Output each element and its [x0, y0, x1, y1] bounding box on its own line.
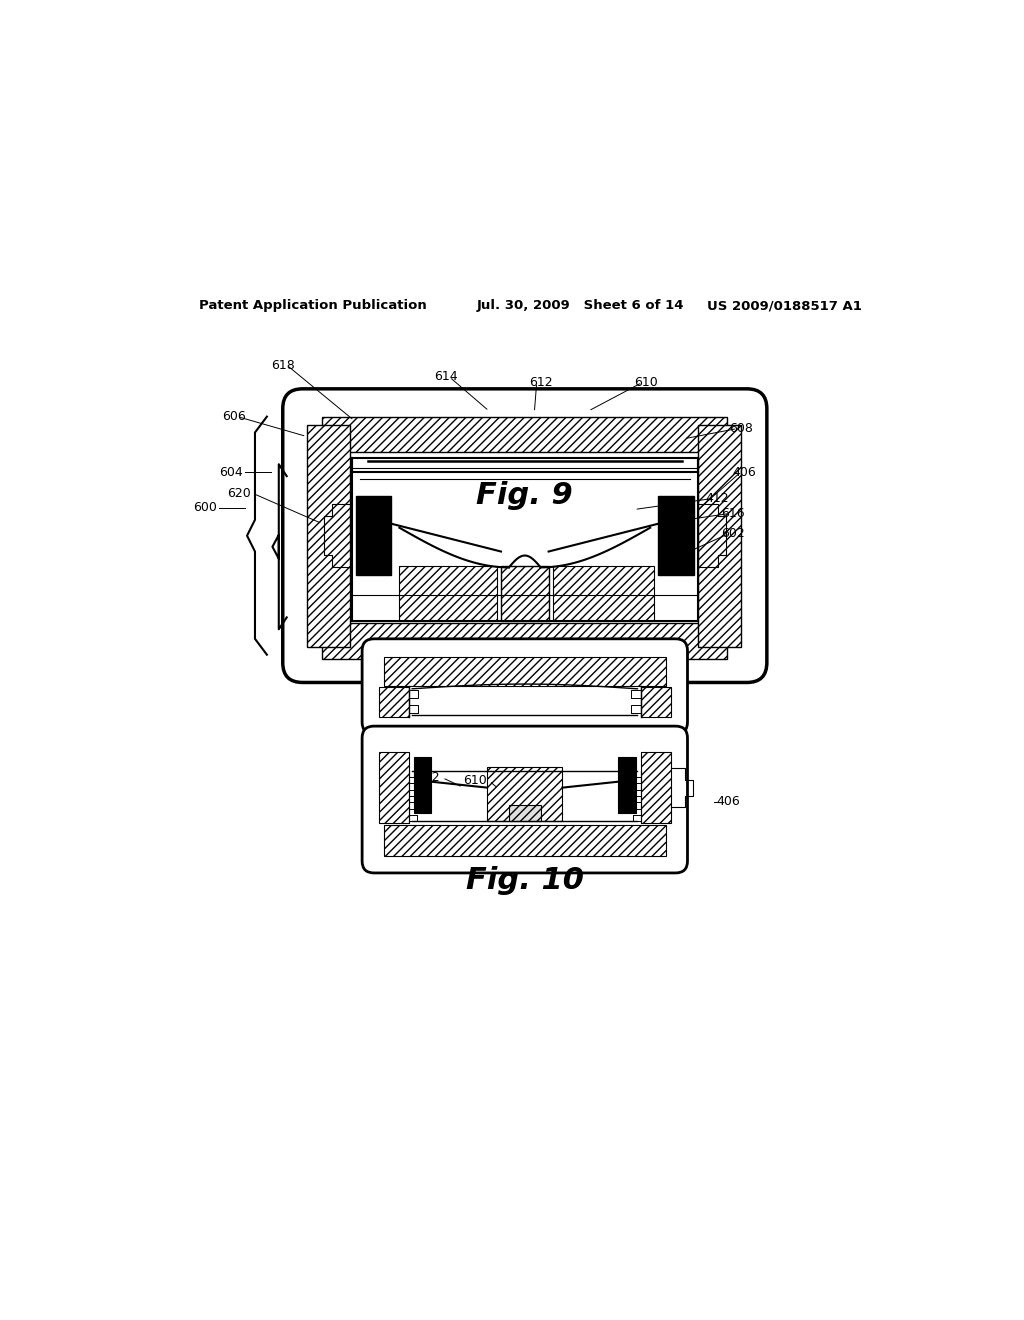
Bar: [509, 805, 541, 821]
Bar: [306, 425, 350, 647]
Bar: [384, 825, 666, 857]
Text: 406: 406: [717, 795, 740, 808]
Bar: [323, 623, 727, 659]
Bar: [355, 496, 391, 576]
Text: 406: 406: [733, 466, 757, 479]
Text: 604: 604: [219, 466, 243, 479]
Bar: [641, 751, 671, 822]
Bar: [414, 758, 431, 813]
Bar: [641, 688, 671, 717]
Bar: [618, 758, 636, 813]
FancyBboxPatch shape: [362, 726, 687, 873]
Bar: [697, 425, 741, 647]
Text: US 2009/0188517 A1: US 2009/0188517 A1: [708, 300, 862, 312]
Text: 616: 616: [722, 507, 745, 520]
FancyBboxPatch shape: [362, 639, 687, 734]
Text: Jul. 30, 2009   Sheet 6 of 14: Jul. 30, 2009 Sheet 6 of 14: [477, 300, 685, 312]
Bar: [658, 496, 694, 576]
Text: Fig. 10: Fig. 10: [466, 866, 584, 895]
Bar: [553, 566, 654, 622]
FancyBboxPatch shape: [283, 389, 767, 682]
Text: 606: 606: [222, 411, 246, 424]
Text: 610: 610: [463, 775, 486, 787]
Text: Patent Application Publication: Patent Application Publication: [200, 300, 427, 312]
Text: 612: 612: [528, 376, 552, 389]
Text: 608: 608: [729, 422, 754, 436]
Text: 612: 612: [417, 771, 440, 784]
Bar: [379, 751, 409, 822]
Bar: [399, 566, 497, 622]
Bar: [379, 688, 409, 717]
Text: 614: 614: [434, 371, 458, 383]
Text: 618: 618: [271, 359, 295, 371]
Text: 610: 610: [634, 376, 658, 389]
Bar: [487, 767, 562, 821]
Text: Fig. 9: Fig. 9: [476, 482, 573, 511]
Bar: [501, 566, 549, 622]
Text: 412: 412: [706, 492, 729, 504]
Bar: [384, 657, 666, 685]
Text: 620: 620: [227, 487, 251, 500]
Text: 600: 600: [194, 502, 217, 515]
Bar: [323, 417, 727, 453]
Text: 602: 602: [722, 527, 745, 540]
